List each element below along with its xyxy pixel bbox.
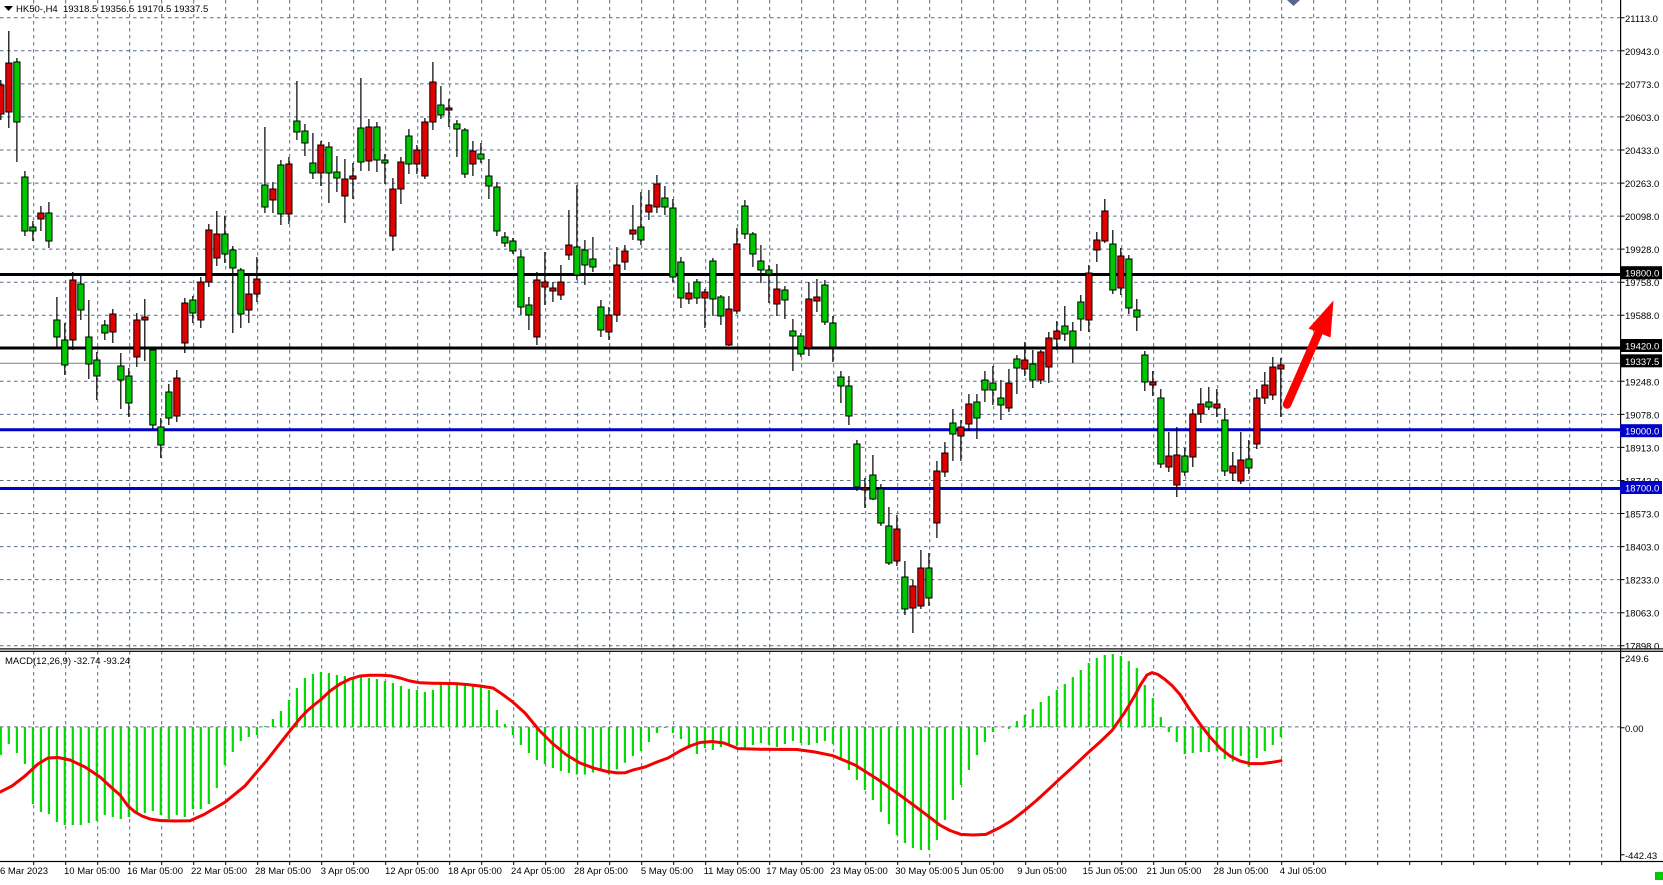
svg-text:28 Apr 05:00: 28 Apr 05:00 [574, 866, 628, 877]
svg-text:19337.5: 19337.5 [1625, 357, 1659, 368]
svg-text:0.00: 0.00 [1625, 724, 1644, 735]
svg-text:18403.0: 18403.0 [1625, 543, 1659, 554]
svg-text:18913.0: 18913.0 [1625, 443, 1659, 454]
svg-text:20603.0: 20603.0 [1625, 113, 1659, 124]
svg-text:22 Mar 05:00: 22 Mar 05:00 [191, 866, 247, 877]
svg-text:23 May 05:00: 23 May 05:00 [830, 866, 888, 877]
svg-text:28 Jun 05:00: 28 Jun 05:00 [1214, 866, 1269, 877]
svg-text:19758.0: 19758.0 [1625, 278, 1659, 289]
svg-text:17 May 05:00: 17 May 05:00 [766, 866, 824, 877]
svg-text:249.6: 249.6 [1625, 654, 1649, 665]
svg-text:19588.0: 19588.0 [1625, 311, 1659, 322]
svg-text:20943.0: 20943.0 [1625, 47, 1659, 58]
svg-text:18573.0: 18573.0 [1625, 510, 1659, 521]
svg-text:28 Mar 05:00: 28 Mar 05:00 [255, 866, 311, 877]
svg-text:24 Apr 05:00: 24 Apr 05:00 [511, 866, 565, 877]
svg-text:19928.0: 19928.0 [1625, 245, 1659, 256]
svg-text:21113.0: 21113.0 [1625, 14, 1658, 25]
svg-text:21 Jun 05:00: 21 Jun 05:00 [1147, 866, 1202, 877]
svg-text:12 Apr 05:00: 12 Apr 05:00 [385, 866, 439, 877]
svg-text:19420.0: 19420.0 [1625, 342, 1659, 353]
svg-text:-442.43: -442.43 [1625, 851, 1657, 862]
svg-text:19000.0: 19000.0 [1625, 427, 1659, 438]
svg-text:20263.0: 20263.0 [1625, 179, 1659, 190]
svg-text:18 Apr 05:00: 18 Apr 05:00 [448, 866, 502, 877]
svg-text:5 Jun 05:00: 5 Jun 05:00 [954, 866, 1004, 877]
svg-text:6 Mar 2023: 6 Mar 2023 [0, 866, 48, 877]
svg-text:16 Mar 05:00: 16 Mar 05:00 [127, 866, 183, 877]
svg-text:10 Mar 05:00: 10 Mar 05:00 [64, 866, 120, 877]
svg-text:20433.0: 20433.0 [1625, 146, 1659, 157]
svg-text:17898.0: 17898.0 [1625, 642, 1659, 653]
svg-text:MACD(12,26,9) -32.74 -93.24: MACD(12,26,9) -32.74 -93.24 [5, 656, 130, 667]
svg-text:30 May 05:00: 30 May 05:00 [895, 866, 953, 877]
svg-text:9 Jun 05:00: 9 Jun 05:00 [1017, 866, 1067, 877]
svg-text:3 Apr 05:00: 3 Apr 05:00 [321, 866, 370, 877]
svg-text:5 May 05:00: 5 May 05:00 [641, 866, 693, 877]
svg-text:HK50-,H4 19318.5 19356.5 1917: HK50-,H4 19318.5 19356.5 19170.5 19337.5 [16, 4, 208, 15]
svg-text:19248.0: 19248.0 [1625, 377, 1659, 388]
svg-text:4 Jul 05:00: 4 Jul 05:00 [1280, 866, 1326, 877]
svg-text:20773.0: 20773.0 [1625, 80, 1659, 91]
svg-text:19800.0: 19800.0 [1625, 269, 1659, 280]
svg-text:18700.0: 18700.0 [1625, 484, 1659, 495]
svg-text:11 May 05:00: 11 May 05:00 [704, 866, 761, 877]
svg-text:18233.0: 18233.0 [1625, 576, 1659, 587]
svg-text:15 Jun 05:00: 15 Jun 05:00 [1083, 866, 1138, 877]
svg-text:19078.0: 19078.0 [1625, 410, 1659, 421]
svg-text:18063.0: 18063.0 [1625, 609, 1659, 620]
svg-text:20098.0: 20098.0 [1625, 212, 1659, 223]
